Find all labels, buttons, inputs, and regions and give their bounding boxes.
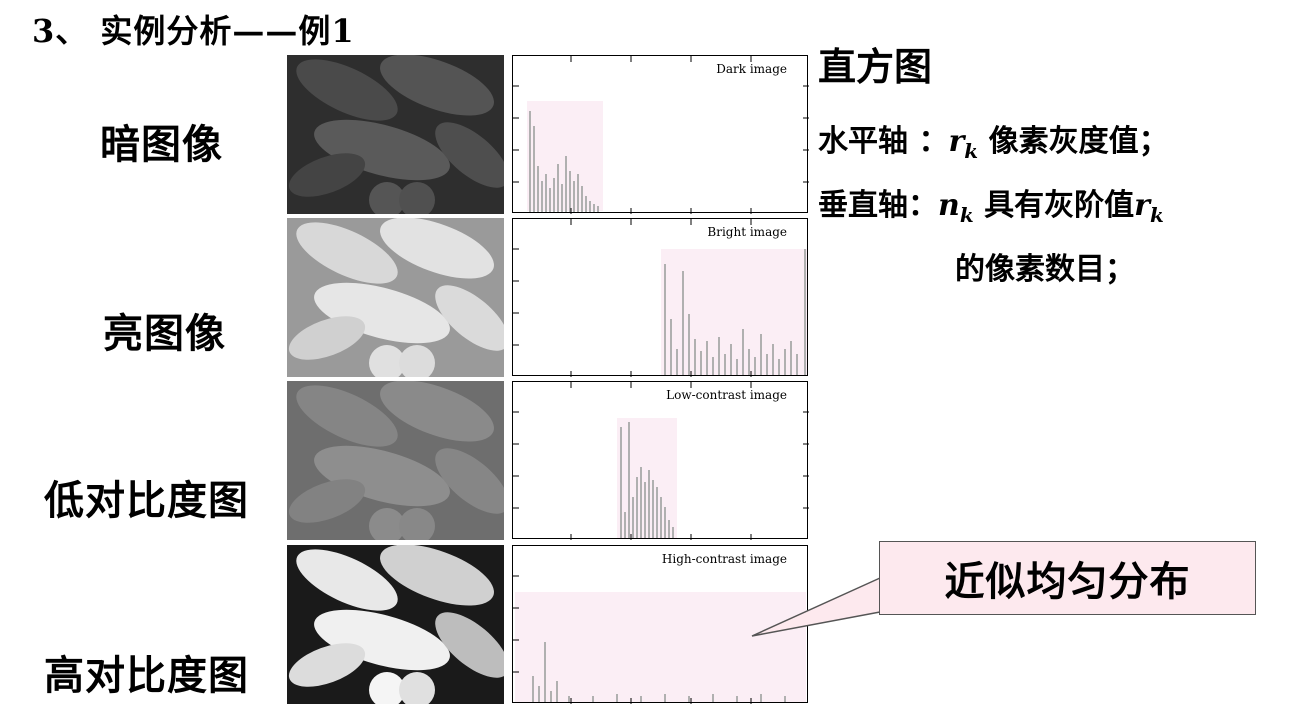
- hist-title-low-contrast: Low-contrast image: [666, 388, 787, 402]
- horizontal-axis-symbol: r: [948, 124, 965, 159]
- hist-title-dark: Dark image: [716, 62, 787, 76]
- histogram-dark: Dark image: [512, 55, 809, 214]
- vertical-axis-prefix: 垂直轴：: [818, 188, 938, 223]
- hist-title-high-contrast: High-contrast image: [661, 552, 787, 566]
- photo-high-contrast: [287, 545, 504, 704]
- vertical-axis-continuation: 的像素数目；: [955, 252, 1135, 287]
- vertical-axis-line: 垂直轴：nk 具有灰阶值rk: [818, 180, 1164, 228]
- horizontal-axis-sub: k: [964, 139, 979, 163]
- photo-low-contrast: [287, 381, 504, 540]
- sidebar-heading: 直方图: [818, 45, 933, 89]
- horizontal-axis-line: 水平轴 ：rk 像素灰度值；: [818, 116, 1169, 164]
- row-label-low-contrast: 低对比度图: [44, 478, 249, 524]
- horizontal-axis-prefix: 水平轴 ：: [818, 124, 949, 159]
- row-label-high-contrast: 高对比度图: [44, 653, 249, 699]
- callout-box: 近似均匀分布: [879, 541, 1256, 615]
- callout-text: 近似均匀分布: [944, 559, 1191, 605]
- vertical-axis-symbol2: r: [1134, 188, 1150, 223]
- photo-dark: [287, 55, 504, 214]
- vertical-axis-sub: k: [959, 203, 974, 227]
- histogram-high-contrast: High-contrast image: [512, 545, 808, 704]
- vertical-axis-text: 具有灰阶值: [973, 188, 1135, 223]
- slide-title: 3、 实例分析——例1: [32, 12, 355, 50]
- vertical-axis-symbol: n: [938, 188, 960, 223]
- horizontal-axis-text: 像素灰度值；: [978, 124, 1169, 159]
- row-label-dark: 暗图像: [100, 122, 223, 168]
- photo-bright: [287, 218, 504, 377]
- vertical-axis-sub2: k: [1149, 203, 1164, 227]
- hist-title-bright: Bright image: [707, 225, 787, 239]
- row-label-bright: 亮图像: [103, 311, 226, 357]
- histogram-low-contrast: Low-contrast image: [512, 381, 809, 540]
- histogram-bright: Bright image: [512, 218, 808, 377]
